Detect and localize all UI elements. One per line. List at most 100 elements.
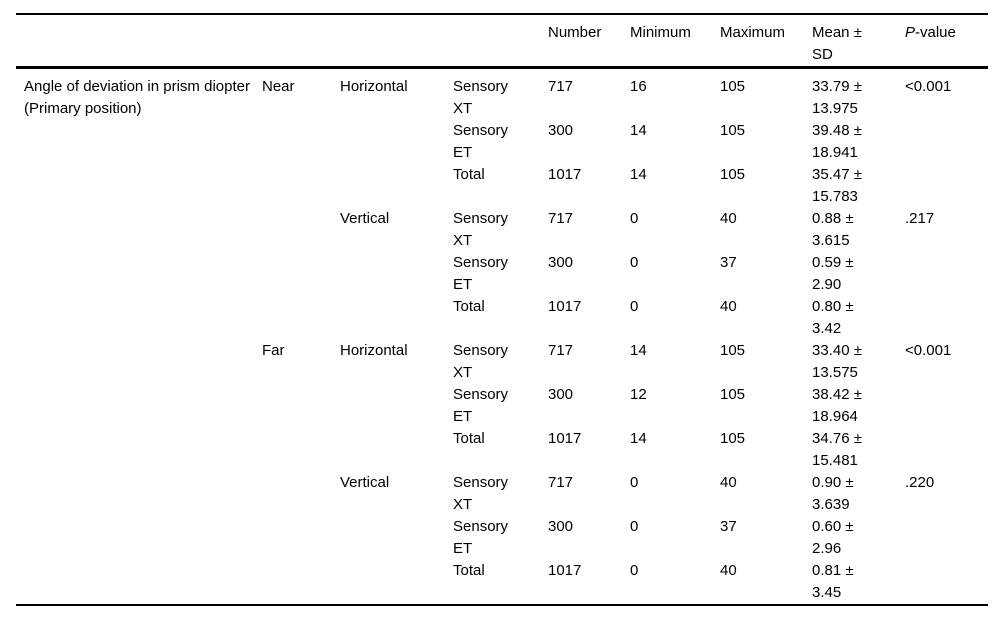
cell-number: 1017 <box>548 430 582 447</box>
header-maximum: Maximum <box>720 14 812 69</box>
cell-maximum: 40 <box>720 474 737 491</box>
cell-type-label: Total <box>453 562 485 579</box>
cell-axis-vertical: Vertical <box>340 474 390 491</box>
cell-minimum: 0 <box>630 518 639 535</box>
cell-mean-sd: 35.47 ± 15.783 <box>812 164 905 208</box>
cell-mean-sd-value: 0.90 ± 3.639 <box>812 474 854 513</box>
cell-axis-horizontal: Horizontal <box>340 342 408 359</box>
cell-mean-sd: 33.79 ± 13.975 <box>812 68 905 121</box>
cell-type: Total <box>453 428 548 472</box>
header-empty-distance <box>262 14 340 69</box>
cell-mean-sd-value: 34.76 ± 15.481 <box>812 430 862 469</box>
header-number: Number <box>548 14 630 69</box>
cell-type: Sensory ET <box>453 516 548 560</box>
cell-distance-near: Near <box>262 78 295 95</box>
cell-p-value: <0.001 <box>905 78 952 95</box>
cell-mean-sd-value: 38.42 ± 18.964 <box>812 386 862 425</box>
cell-type-label: Sensory XT <box>453 342 509 381</box>
cell-minimum: 12 <box>630 386 647 403</box>
cell-mean-sd-value: 35.47 ± 15.783 <box>812 166 862 205</box>
cell-maximum: 105 <box>720 386 746 403</box>
cell-mean-sd: 0.59 ± 2.90 <box>812 252 905 296</box>
cell-maximum: 40 <box>720 562 737 579</box>
header-empty-type <box>453 14 548 69</box>
stats-table: Number Minimum Maximum Mean ± SD P-value… <box>16 13 988 606</box>
cell-maximum: 40 <box>720 210 737 227</box>
cell-type: Sensory XT <box>453 208 548 252</box>
header-mean-sd: Mean ± SD <box>812 14 905 69</box>
cell-type: Sensory XT <box>453 472 548 516</box>
cell-mean-sd-value: 33.79 ± 13.975 <box>812 78 862 117</box>
cell-minimum: 0 <box>630 254 639 271</box>
cell-mean-sd-value: 39.48 ± 18.941 <box>812 122 862 161</box>
cell-mean-sd-value: 0.80 ± 3.42 <box>812 298 854 337</box>
table-row: Angle of deviation in prism diopter (Pri… <box>16 68 988 121</box>
cell-number: 300 <box>548 386 574 403</box>
header-p-value: P-value <box>905 14 988 69</box>
cell-mean-sd: 0.80 ± 3.42 <box>812 296 905 340</box>
table-row: Far Horizontal Sensory XT 717 14 105 33.… <box>16 340 988 384</box>
cell-mean-sd-value: 0.88 ± 3.615 <box>812 210 854 249</box>
stats-table-container: Number Minimum Maximum Mean ± SD P-value… <box>16 13 988 606</box>
cell-number: 717 <box>548 474 574 491</box>
cell-number: 1017 <box>548 166 582 183</box>
cell-minimum: 14 <box>630 166 647 183</box>
cell-maximum: 40 <box>720 298 737 315</box>
cell-mean-sd: 0.60 ± 2.96 <box>812 516 905 560</box>
cell-type-label: Sensory ET <box>453 386 509 425</box>
cell-type-label: Sensory ET <box>453 254 509 293</box>
table-row: Vertical Sensory XT 717 0 40 0.88 ± 3.61… <box>16 208 988 252</box>
table-row: Total 1017 14 105 35.47 ± 15.783 <box>16 164 988 208</box>
cell-number: 1017 <box>548 298 582 315</box>
cell-minimum: 14 <box>630 122 647 139</box>
cell-type: Total <box>453 560 548 605</box>
cell-minimum: 16 <box>630 78 647 95</box>
cell-type: Sensory ET <box>453 252 548 296</box>
cell-type-label: Sensory ET <box>453 122 509 161</box>
cell-number: 300 <box>548 518 574 535</box>
table-row: Vertical Sensory XT 717 0 40 0.90 ± 3.63… <box>16 472 988 516</box>
cell-mean-sd: 0.90 ± 3.639 <box>812 472 905 516</box>
header-p-rest: -value <box>915 24 956 41</box>
header-row: Number Minimum Maximum Mean ± SD P-value <box>16 14 988 69</box>
cell-distance-far: Far <box>262 342 285 359</box>
cell-maximum: 37 <box>720 518 737 535</box>
cell-type: Total <box>453 296 548 340</box>
cell-maximum: 105 <box>720 78 746 95</box>
cell-type-label: Sensory XT <box>453 210 509 249</box>
cell-maximum: 105 <box>720 430 746 447</box>
table-row: Sensory ET 300 0 37 0.60 ± 2.96 <box>16 516 988 560</box>
cell-minimum: 0 <box>630 210 639 227</box>
cell-type-label: Total <box>453 166 485 183</box>
cell-mean-sd-value: 33.40 ± 13.575 <box>812 342 862 381</box>
cell-axis-horizontal: Horizontal <box>340 78 408 95</box>
cell-number: 300 <box>548 122 574 139</box>
cell-type: Total <box>453 164 548 208</box>
cell-minimum: 14 <box>630 342 647 359</box>
table-row: Total 1017 0 40 0.80 ± 3.42 <box>16 296 988 340</box>
cell-type: Sensory ET <box>453 384 548 428</box>
cell-minimum: 14 <box>630 430 647 447</box>
cell-minimum: 0 <box>630 474 639 491</box>
header-p-italic: P <box>905 24 916 41</box>
cell-type-label: Sensory XT <box>453 78 509 117</box>
cell-type: Sensory ET <box>453 120 548 164</box>
table-row: Sensory ET 300 0 37 0.59 ± 2.90 <box>16 252 988 296</box>
cell-type: Sensory XT <box>453 68 548 121</box>
cell-mean-sd-value: 0.81 ± 3.45 <box>812 562 854 601</box>
cell-mean-sd: 0.81 ± 3.45 <box>812 560 905 605</box>
cell-mean-sd-value: 0.60 ± 2.96 <box>812 518 854 557</box>
cell-measure-label: Angle of deviation in prism diopter (Pri… <box>24 78 250 117</box>
cell-mean-sd: 39.48 ± 18.941 <box>812 120 905 164</box>
cell-type-label: Total <box>453 298 485 315</box>
cell-number: 1017 <box>548 562 582 579</box>
cell-minimum: 0 <box>630 298 639 315</box>
cell-number: 300 <box>548 254 574 271</box>
cell-maximum: 105 <box>720 166 746 183</box>
cell-type-label: Sensory XT <box>453 474 509 513</box>
header-empty-axis <box>340 14 453 69</box>
cell-maximum: 105 <box>720 122 746 139</box>
table-row: Total 1017 0 40 0.81 ± 3.45 <box>16 560 988 605</box>
cell-mean-sd: 34.76 ± 15.481 <box>812 428 905 472</box>
cell-type-label: Total <box>453 430 485 447</box>
